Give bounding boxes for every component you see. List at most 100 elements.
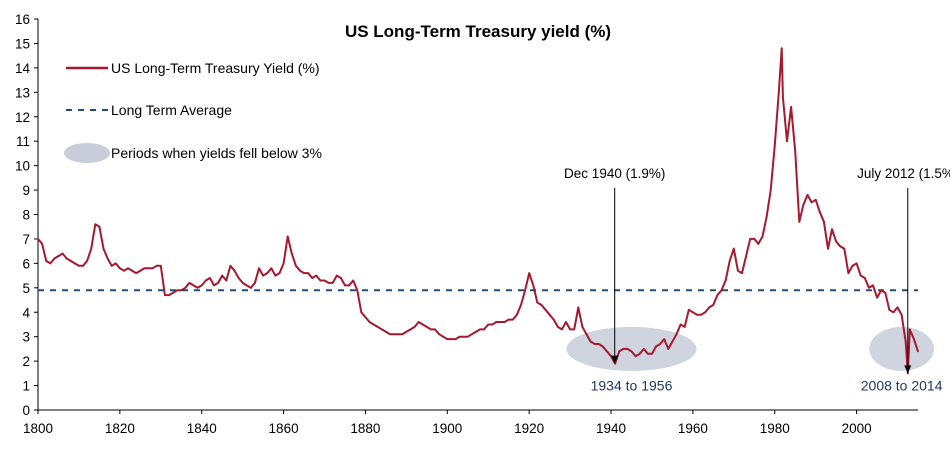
data-point <box>511 318 514 321</box>
data-point <box>671 340 674 343</box>
x-tick-label: 2000 <box>842 421 872 436</box>
data-point <box>245 284 248 287</box>
data-point <box>786 140 788 143</box>
data-point <box>876 296 878 299</box>
data-point <box>626 348 629 350</box>
annotation-july-2012: July 2012 (1.5%) <box>857 166 950 181</box>
data-point <box>597 343 600 345</box>
data-point <box>159 264 162 267</box>
legend-label-treasury-yield: US Long-Term Treasury Yield (%) <box>111 60 320 76</box>
x-axis-ticks: 1800 1820 1840 1860 1880 1900 1920 1940 1960 1980… <box>23 410 872 436</box>
shaded-period-1934-1956 <box>566 326 697 371</box>
data-point <box>892 311 895 314</box>
data-point <box>780 47 783 50</box>
data-point <box>123 269 125 272</box>
x-tick-label: 1900 <box>432 421 462 436</box>
legend: US Long-Term Treasury Yield (%) Long Ter… <box>64 60 322 163</box>
data-point <box>364 316 367 319</box>
data-point <box>241 282 244 284</box>
data-point <box>327 282 330 284</box>
data-point <box>745 255 747 257</box>
legend-label-shaded-period: Periods when yields fell below 3% <box>111 145 322 161</box>
data-point <box>450 338 453 341</box>
data-point <box>73 262 76 265</box>
x-tick-label: 1960 <box>678 421 708 436</box>
data-point <box>593 343 596 345</box>
data-point <box>163 294 166 297</box>
data-point <box>859 274 862 277</box>
x-tick-label: 1860 <box>269 421 299 436</box>
y-tick-label: 0 <box>22 403 30 418</box>
data-point <box>839 245 842 248</box>
data-point <box>679 323 682 326</box>
data-point <box>397 333 400 336</box>
data-point <box>274 274 277 277</box>
data-point <box>184 286 187 289</box>
data-point <box>82 264 84 267</box>
data-point <box>393 333 395 336</box>
data-point <box>737 269 739 272</box>
data-point <box>499 321 502 323</box>
data-point <box>118 267 121 270</box>
data-point <box>794 150 797 152</box>
data-point <box>536 301 539 304</box>
data-point <box>822 220 825 223</box>
y-tick-label: 11 <box>16 134 30 149</box>
data-point <box>470 333 473 336</box>
y-tick-label: 15 <box>15 36 30 51</box>
data-point <box>835 240 838 243</box>
data-point <box>335 274 338 277</box>
data-point <box>147 267 150 270</box>
data-point <box>479 328 481 331</box>
data-point <box>667 348 670 350</box>
data-point <box>143 267 146 270</box>
data-point <box>630 350 633 353</box>
data-point <box>282 262 285 265</box>
data-point <box>818 211 821 213</box>
data-point <box>728 260 731 262</box>
data-point <box>532 284 535 287</box>
data-point <box>917 350 919 353</box>
data-point <box>262 274 265 277</box>
y-tick-label: 1 <box>22 379 30 394</box>
data-point <box>102 247 105 250</box>
data-point <box>360 311 363 314</box>
y-tick-label: 8 <box>22 208 30 223</box>
data-point <box>642 348 645 350</box>
series-line-treasury-yield <box>37 47 919 375</box>
data-point <box>761 235 764 238</box>
data-point <box>491 323 494 326</box>
data-point <box>139 269 142 272</box>
data-point <box>831 228 833 231</box>
data-point <box>458 335 461 338</box>
data-point <box>389 333 391 336</box>
data-point <box>732 247 735 250</box>
data-point <box>851 264 854 267</box>
data-point <box>581 326 584 328</box>
data-point <box>217 282 219 284</box>
data-point <box>61 252 64 255</box>
data-point <box>315 274 318 277</box>
data-point <box>110 264 113 267</box>
data-point <box>749 238 752 240</box>
x-tick-label: 1940 <box>596 421 626 436</box>
data-point <box>106 257 109 260</box>
data-point <box>294 264 297 267</box>
y-tick-label: 4 <box>22 305 30 320</box>
data-point <box>425 326 428 328</box>
data-point <box>663 338 666 341</box>
chart-title: US Long-Term Treasury yield (%) <box>345 22 611 41</box>
data-point <box>254 282 256 284</box>
data-point <box>233 269 236 272</box>
data-point <box>286 235 289 238</box>
data-point <box>405 330 408 333</box>
y-tick-label: 9 <box>22 183 30 198</box>
data-point <box>303 272 305 275</box>
legend-swatch-shaded-period <box>64 143 110 163</box>
data-point <box>225 279 228 282</box>
data-point <box>385 330 387 333</box>
y-tick-label: 14 <box>15 61 31 76</box>
data-point <box>180 289 183 292</box>
